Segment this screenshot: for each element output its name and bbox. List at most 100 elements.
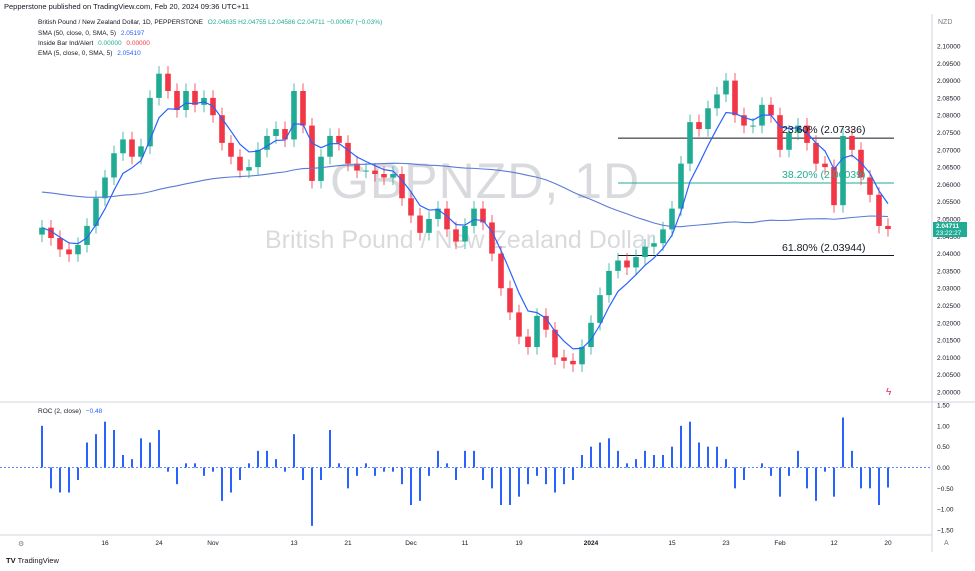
candle-up[interactable]: [678, 163, 684, 209]
ema-5-line[interactable]: [41, 101, 889, 350]
candle-down[interactable]: [885, 225, 891, 230]
candle-down[interactable]: [228, 142, 234, 157]
candle-up[interactable]: [435, 208, 441, 219]
candle-up[interactable]: [318, 156, 324, 181]
candle-up[interactable]: [138, 146, 144, 157]
candle-up[interactable]: [120, 139, 126, 154]
candle-down[interactable]: [696, 122, 702, 130]
candle-down[interactable]: [876, 194, 882, 226]
candle-up[interactable]: [273, 129, 279, 136]
candle-up[interactable]: [363, 170, 369, 172]
candle-down[interactable]: [372, 170, 378, 175]
candle-down[interactable]: [192, 90, 198, 105]
candle-down[interactable]: [165, 73, 171, 91]
candle-down[interactable]: [417, 215, 423, 233]
roc-histogram[interactable]: [41, 417, 889, 526]
candle-up[interactable]: [597, 295, 603, 323]
legend-inside-bar[interactable]: Inside Bar Ind/Alert 0.00000 0.00000: [38, 40, 150, 47]
candle-up[interactable]: [795, 125, 801, 133]
candle-down[interactable]: [408, 198, 414, 216]
candle-up[interactable]: [651, 243, 657, 247]
candle-up[interactable]: [246, 167, 252, 171]
candle-down[interactable]: [624, 260, 630, 268]
candle-up[interactable]: [264, 135, 270, 150]
candle-up[interactable]: [426, 219, 432, 233]
legend-sma[interactable]: SMA (50, close, 0, SMA, 5) 2.05197: [38, 30, 144, 37]
candle-down[interactable]: [561, 357, 567, 361]
candle-up[interactable]: [93, 198, 99, 226]
candle-up[interactable]: [84, 225, 90, 245]
candles[interactable]: [39, 66, 891, 372]
candle-up[interactable]: [786, 132, 792, 150]
candle-down[interactable]: [444, 208, 450, 230]
candle-up[interactable]: [660, 229, 666, 244]
sma-50-line[interactable]: [41, 162, 889, 228]
candle-down[interactable]: [813, 142, 819, 164]
settings-gear-icon[interactable]: ⚙: [18, 541, 25, 548]
candle-up[interactable]: [291, 90, 297, 140]
candle-down[interactable]: [732, 80, 738, 116]
candle-up[interactable]: [633, 257, 639, 268]
candle-down[interactable]: [453, 229, 459, 242]
candle-down[interactable]: [336, 135, 342, 143]
candle-up[interactable]: [39, 227, 45, 235]
candle-up[interactable]: [588, 322, 594, 348]
candle-down[interactable]: [804, 125, 810, 143]
candle-up[interactable]: [705, 108, 711, 130]
footer-brand[interactable]: TV TradingView: [6, 556, 59, 565]
candle-down[interactable]: [129, 139, 135, 157]
candle-up[interactable]: [471, 208, 477, 226]
legend-roc[interactable]: ROC (2, close) −0.48: [38, 408, 102, 415]
candle-down[interactable]: [300, 90, 306, 126]
candle-down[interactable]: [570, 360, 576, 365]
candle-down[interactable]: [777, 115, 783, 150]
candle-down[interactable]: [66, 249, 72, 255]
candle-up[interactable]: [723, 80, 729, 95]
candle-down[interactable]: [516, 312, 522, 337]
candle-down[interactable]: [741, 115, 747, 126]
candle-down[interactable]: [354, 163, 360, 171]
candle-down[interactable]: [489, 222, 495, 254]
candle-up[interactable]: [534, 315, 540, 348]
candle-down[interactable]: [57, 238, 63, 250]
currency-label[interactable]: NZD: [938, 19, 953, 26]
candle-up[interactable]: [111, 153, 117, 178]
candle-up[interactable]: [840, 135, 846, 206]
candle-up[interactable]: [642, 246, 648, 258]
candle-down[interactable]: [858, 149, 864, 178]
candle-down[interactable]: [525, 336, 531, 348]
candle-up[interactable]: [462, 225, 468, 242]
candle-down[interactable]: [309, 125, 315, 181]
candle-down[interactable]: [552, 329, 558, 358]
candle-up[interactable]: [147, 97, 153, 147]
candle-down[interactable]: [282, 129, 288, 140]
candle-down[interactable]: [867, 177, 873, 195]
candle-up[interactable]: [615, 260, 621, 271]
candle-down[interactable]: [48, 227, 54, 239]
candle-up[interactable]: [750, 125, 756, 127]
candle-down[interactable]: [399, 174, 405, 199]
candle-down[interactable]: [174, 90, 180, 111]
candle-down[interactable]: [237, 156, 243, 171]
candle-down[interactable]: [543, 315, 549, 330]
candle-up[interactable]: [714, 94, 720, 109]
legend-ema[interactable]: EMA (5, close, 0, SMA, 5) 2.05410: [38, 50, 141, 57]
candle-down[interactable]: [480, 208, 486, 223]
legend-symbol[interactable]: British Pound / New Zealand Dollar, 1D, …: [38, 19, 203, 26]
candle-up[interactable]: [669, 208, 675, 230]
candle-up[interactable]: [102, 177, 108, 199]
candle-up[interactable]: [687, 122, 693, 164]
candle-up[interactable]: [327, 135, 333, 157]
fib-retracement[interactable]: [618, 137, 894, 257]
candle-up[interactable]: [579, 347, 585, 365]
candle-down[interactable]: [768, 104, 774, 116]
candle-up[interactable]: [606, 270, 612, 296]
candle-down[interactable]: [498, 253, 504, 289]
candle-down[interactable]: [381, 174, 387, 178]
candle-up[interactable]: [183, 90, 189, 111]
candle-up[interactable]: [255, 149, 261, 168]
candle-down[interactable]: [345, 142, 351, 164]
candle-down[interactable]: [507, 288, 513, 313]
candle-down[interactable]: [822, 163, 828, 168]
